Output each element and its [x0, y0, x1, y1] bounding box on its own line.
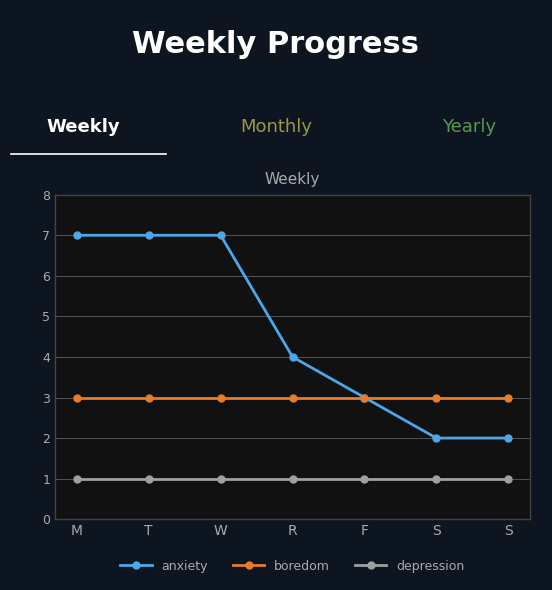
- anxiety: [505, 434, 512, 441]
- depression: [217, 475, 224, 482]
- boredom: [217, 394, 224, 401]
- depression: [145, 475, 152, 482]
- anxiety: [73, 232, 80, 239]
- anxiety: [361, 394, 368, 401]
- boredom: [433, 394, 440, 401]
- Line: boredom: boredom: [73, 394, 512, 401]
- depression: [361, 475, 368, 482]
- Text: Weekly: Weekly: [46, 119, 120, 136]
- depression: [433, 475, 440, 482]
- depression: [73, 475, 80, 482]
- Line: depression: depression: [73, 475, 512, 482]
- boredom: [505, 394, 512, 401]
- Line: anxiety: anxiety: [73, 232, 512, 441]
- boredom: [73, 394, 80, 401]
- boredom: [289, 394, 296, 401]
- boredom: [361, 394, 368, 401]
- anxiety: [289, 353, 296, 360]
- anxiety: [145, 232, 152, 239]
- Text: Yearly: Yearly: [442, 119, 496, 136]
- Text: Weekly Progress: Weekly Progress: [132, 30, 420, 59]
- anxiety: [217, 232, 224, 239]
- Text: Monthly: Monthly: [240, 119, 312, 136]
- anxiety: [433, 434, 440, 441]
- Title: Weekly: Weekly: [265, 172, 320, 186]
- depression: [505, 475, 512, 482]
- boredom: [145, 394, 152, 401]
- depression: [289, 475, 296, 482]
- Legend: anxiety, boredom, depression: anxiety, boredom, depression: [115, 555, 470, 578]
